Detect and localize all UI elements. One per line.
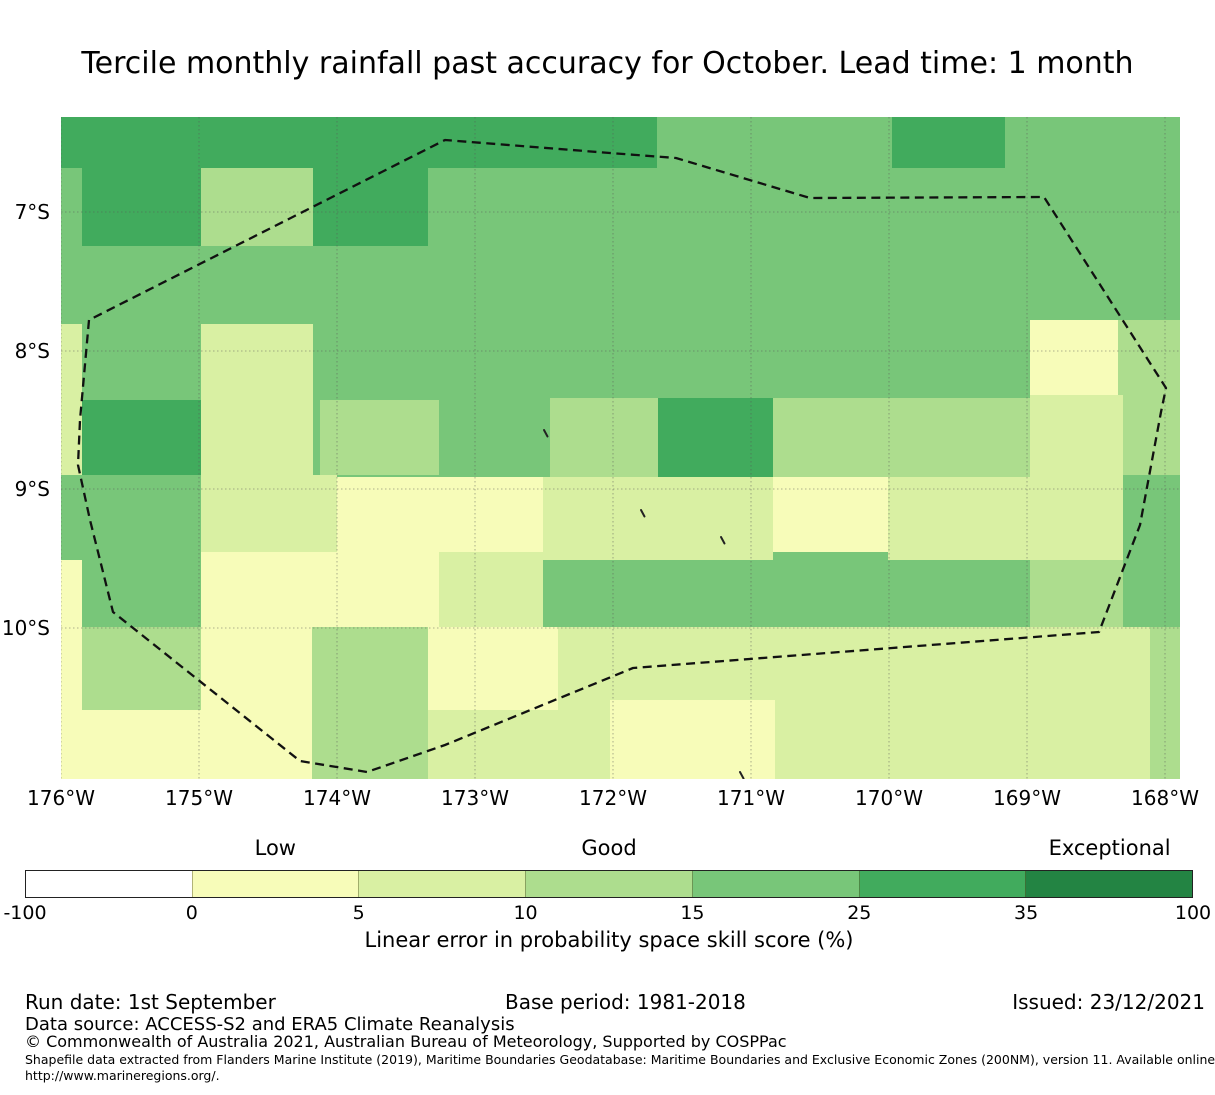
skill-cell-10-15 — [201, 168, 313, 246]
issued-date-text: Issued: 23/12/2021 — [1012, 990, 1205, 1014]
colorbar-tick-label: 0 — [185, 902, 198, 924]
skill-cell-25-35 — [82, 400, 201, 475]
colorbar-segment-2 — [358, 871, 526, 897]
x-axis-tick: 168°W — [1131, 786, 1199, 810]
base-period-text: Base period: 1981-2018 — [505, 990, 746, 1014]
skill-cell-5-10 — [61, 324, 82, 400]
island-mark — [543, 429, 549, 438]
y-axis-tick: 8°S — [14, 339, 50, 363]
colorbar — [25, 870, 1193, 898]
skill-cell-10-15 — [320, 400, 439, 475]
colorbar-segment-4 — [691, 871, 859, 897]
skill-cell-5-10 — [428, 710, 558, 779]
skill-cell-10-15 — [550, 398, 658, 477]
skill-cell-25-35 — [892, 117, 1005, 168]
x-axis-tick: 176°W — [27, 786, 95, 810]
skill-cell-10-15 — [1030, 560, 1123, 627]
colorbar-category-label: Low — [254, 836, 296, 860]
skill-cell-0-5 — [610, 700, 775, 779]
skill-cell-25-35 — [61, 117, 657, 168]
skill-cell-0-5 — [337, 477, 543, 552]
colorbar-category-label: Good — [581, 836, 637, 860]
x-axis-tick: 175°W — [165, 786, 233, 810]
x-axis-tick: 171°W — [717, 786, 785, 810]
skill-cell-5-10 — [775, 710, 1150, 779]
colorbar-segment-3 — [525, 871, 692, 897]
colorbar-segment-5 — [858, 871, 1026, 897]
y-axis-tick: 9°S — [14, 477, 50, 501]
skill-cell-25-35 — [82, 168, 201, 246]
y-axis-tick: 10°S — [1, 616, 50, 640]
x-axis-tick: 170°W — [855, 786, 923, 810]
skill-cell-10-15 — [82, 627, 201, 710]
x-axis-tick: 169°W — [993, 786, 1061, 810]
skill-cell-5-10 — [558, 710, 610, 779]
x-axis-tick: 172°W — [579, 786, 647, 810]
colorbar-segment-1 — [191, 871, 359, 897]
skill-cell-0-5 — [201, 552, 439, 628]
skill-cell-0-5 — [61, 560, 82, 627]
island-mark — [739, 771, 745, 779]
figure-title: Tercile monthly rainfall past accuracy f… — [81, 46, 1134, 81]
colorbar-segment-6 — [1025, 871, 1193, 897]
x-axis-tick: 174°W — [303, 786, 371, 810]
skill-cell-25-35 — [658, 398, 773, 477]
skill-cell-10-15 — [1118, 320, 1180, 475]
skill-cell-5-10 — [320, 475, 337, 552]
colorbar-axis-label: Linear error in probability space skill … — [364, 928, 854, 952]
skill-cell-5-10 — [558, 627, 1153, 710]
rainfall-skill-map — [61, 117, 1180, 779]
colorbar-tick-label: 25 — [847, 902, 872, 924]
y-axis-tick: 7°S — [14, 200, 50, 224]
x-axis-tick: 173°W — [441, 786, 509, 810]
colorbar-tick-label: 35 — [1014, 902, 1039, 924]
skill-cell-25-35 — [313, 168, 428, 246]
island-mark — [720, 536, 726, 545]
colorbar-tick-label: 100 — [1174, 902, 1212, 924]
colorbar-tick-label: 15 — [680, 902, 705, 924]
colorbar-category-label: Exceptional — [1048, 836, 1171, 860]
copyright-text: © Commonwealth of Australia 2021, Austra… — [25, 1032, 787, 1051]
skill-cell-0-5 — [1030, 320, 1119, 395]
run-date-text: Run date: 1st September — [25, 990, 276, 1014]
skill-cell-5-10 — [888, 477, 1030, 560]
island-mark — [640, 509, 646, 518]
colorbar-segment-0 — [26, 871, 192, 897]
skill-cell-5-10 — [439, 552, 543, 628]
data-source-text: Data source: ACCESS-S2 and ERA5 Climate … — [25, 1014, 515, 1035]
colorbar-tick-label: -100 — [3, 902, 47, 924]
skill-cell-0-5 — [61, 627, 82, 710]
skill-cell-5-10 — [543, 477, 773, 560]
skill-cell-5-10 — [61, 400, 82, 475]
skill-cell-10-15 — [312, 627, 428, 779]
skill-cell-10-15 — [773, 398, 1030, 477]
eez-boundary-line — [76, 138, 1168, 774]
shapefile-note-text: Shapefile data extracted from Flanders M… — [25, 1052, 1215, 1067]
skill-cell-5-10 — [201, 324, 313, 475]
colorbar-tick-label: 10 — [513, 902, 538, 924]
skill-cell-0-5 — [773, 477, 888, 552]
skill-cell-0-5 — [61, 710, 312, 779]
shapefile-url-text: http://www.marineregions.org/. — [25, 1068, 220, 1083]
colorbar-tick-label: 5 — [352, 902, 365, 924]
skill-cell-5-10 — [201, 475, 320, 552]
skill-cell-0-5 — [201, 627, 320, 710]
skill-cell-5-10 — [1030, 395, 1123, 560]
skill-cell-0-5 — [428, 627, 558, 710]
